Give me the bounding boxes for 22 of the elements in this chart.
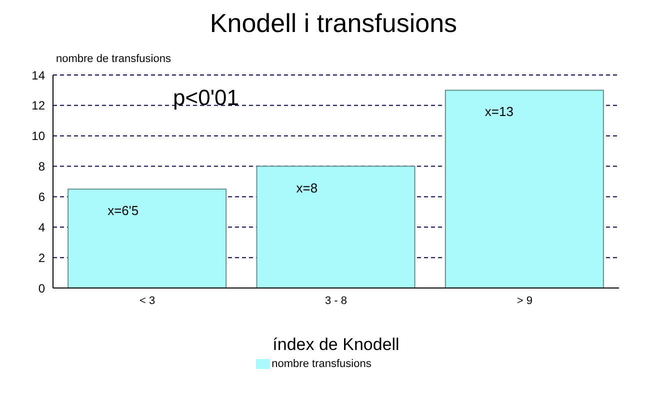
y-tick-label: 6 bbox=[38, 190, 46, 204]
y-axis-title: nombre de transfusions bbox=[56, 53, 172, 65]
data-label: x=13 bbox=[484, 104, 514, 120]
y-tick-label: 0 bbox=[38, 281, 46, 296]
x-tick-label: < 3 bbox=[140, 294, 156, 307]
y-tick-label: 14 bbox=[32, 68, 46, 82]
y-tick-label: 4 bbox=[38, 220, 46, 234]
x-tick-label: > 9 bbox=[516, 294, 532, 307]
x-axis-title: índex de Knodell bbox=[272, 335, 400, 354]
y-tick-label: 2 bbox=[38, 250, 46, 265]
y-tick-label: 12 bbox=[32, 98, 46, 113]
x-tick-label: 3 - 8 bbox=[324, 294, 348, 307]
bar bbox=[68, 188, 227, 288]
y-tick-label: 8 bbox=[38, 160, 46, 174]
text: nombre transfusions bbox=[272, 358, 372, 370]
bar bbox=[256, 166, 416, 288]
bar bbox=[444, 90, 604, 288]
data-label: x=8 bbox=[296, 180, 318, 196]
chart-title: Knodell i transfusions bbox=[208, 8, 458, 39]
annotation-text: p<0'01 bbox=[173, 85, 239, 111]
y-tick-label: 10 bbox=[32, 129, 46, 144]
data-label: x=6'5 bbox=[108, 203, 139, 218]
